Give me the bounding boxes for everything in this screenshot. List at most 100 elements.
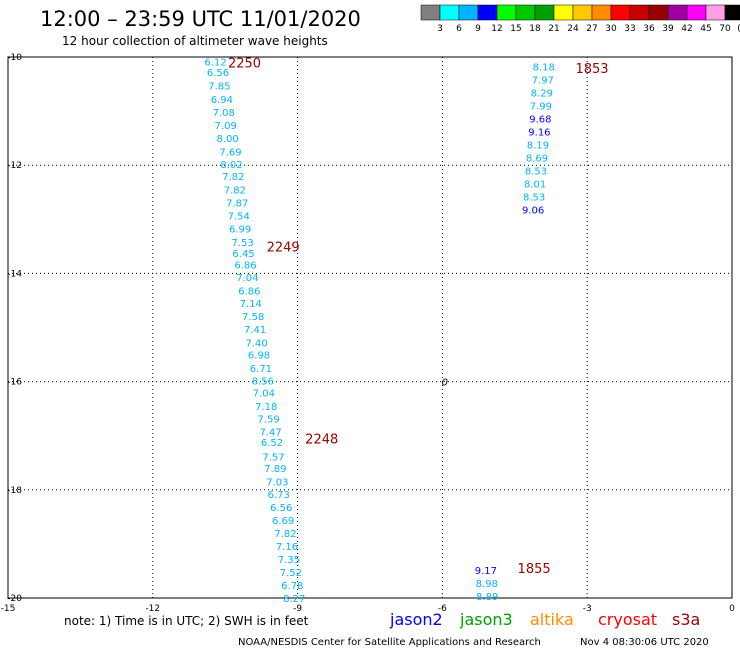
wave-height-value: 7.08 [213, 108, 235, 119]
wave-height-value: 7.18 [255, 402, 277, 413]
colorbar-label: 12 [491, 24, 502, 34]
pass-time-label: 1855 [518, 562, 551, 577]
wave-height-value: 7.87 [226, 199, 248, 210]
satellite-jason3: jason3 [459, 610, 513, 629]
wave-height-value: 7.53 [231, 238, 253, 249]
wave-height-value: 6.78 [281, 581, 303, 592]
satellite-s3a: s3a [672, 610, 700, 629]
colorbar-label: 21 [548, 24, 559, 34]
colorbar-swatch [705, 4, 726, 21]
wave-height-value: 6.98 [248, 351, 270, 362]
colorbar-swatch [439, 4, 460, 21]
wave-height-value: 7.99 [530, 102, 552, 113]
y-tick-label: -10 [7, 53, 22, 63]
wave-height-value: 7.82 [222, 172, 244, 183]
y-tick-label: -18 [7, 486, 22, 496]
colorbar-label: 27 [586, 24, 597, 34]
colorbar-swatch [686, 4, 707, 21]
y-tick-label: -16 [7, 378, 22, 388]
colorbar-label: 39 [662, 24, 674, 34]
wave-height-value: 7.85 [208, 82, 230, 93]
colorbar-swatch [553, 4, 574, 21]
wave-height-value: 6.86 [238, 287, 260, 298]
wave-height-value: 8.02 [220, 160, 242, 171]
wave-height-value: 7.59 [258, 414, 280, 425]
colorbar-swatch [629, 4, 650, 21]
wave-height-value: 6.56 [207, 68, 229, 79]
x-tick-label: -15 [1, 604, 16, 614]
colorbar-label: 33 [624, 24, 635, 34]
wave-height-value: 7.04 [253, 388, 275, 399]
pass-time-label: 2249 [267, 240, 300, 255]
wave-height-value: 7.47 [259, 427, 281, 438]
wave-height-value: 6.99 [229, 224, 251, 235]
y-tick-label: -14 [7, 269, 22, 279]
wave-height-value: 8.53 [523, 193, 545, 204]
wave-height-value: 7.40 [245, 339, 267, 350]
wave-height-value: 7.09 [215, 121, 237, 132]
wave-height-value: 9.68 [529, 115, 551, 126]
wave-height-value: 8.89 [476, 592, 498, 603]
colorbar-label: 3 [437, 24, 443, 34]
wave-height-value: 6.12 [204, 57, 226, 68]
wave-height-value: 8.29 [531, 89, 553, 100]
plot-annotation: 0 [442, 378, 448, 389]
wave-height-value: 8.00 [216, 134, 238, 145]
wave-height-value: 6.73 [268, 490, 290, 501]
pass-time-label: 2250 [228, 56, 261, 71]
footer: note: 1) Time is in UTC; 2) SWH is in fe… [64, 610, 709, 648]
colorbar-swatch [534, 4, 555, 21]
x-tick-label: -3 [583, 604, 592, 614]
wave-height-value: 7.58 [242, 312, 264, 323]
wave-height-value: 8.98 [476, 579, 498, 590]
wave-height-value: 7.97 [532, 76, 554, 87]
colorbar-swatch [724, 4, 740, 21]
wave-height-value: 7.41 [244, 325, 266, 336]
colorbar-label: 24 [567, 24, 579, 34]
x-tick-label: -12 [145, 604, 160, 614]
satellite-altika: altika [530, 610, 574, 629]
colorbar-swatch [496, 4, 517, 21]
footer-note: note: 1) Time is in UTC; 2) SWH is in fe… [64, 614, 309, 628]
wave-height-value: 8.56 [252, 377, 274, 388]
wave-height-value: 7.82 [224, 186, 246, 197]
satellite-jason2: jason2 [389, 610, 443, 629]
colorbar-label: (ft) [737, 24, 740, 34]
x-tick-label: 0 [729, 604, 735, 614]
wave-height-value: 8.27 [283, 594, 305, 605]
colorbar-label: 18 [529, 24, 541, 34]
wave-height-value: 7.69 [219, 148, 241, 159]
colorbar-label: 42 [681, 24, 692, 34]
wave-height-value: 6.94 [211, 95, 233, 106]
title-group: 12:00 – 23:59 UTC 11/01/2020 12 hour col… [40, 7, 361, 48]
wave-height-value: 7.03 [266, 478, 288, 489]
y-tick-label: -12 [7, 161, 22, 171]
satellite-legend: jason2 jason3 altika cryosat s3a [389, 610, 700, 629]
chart-title: 12:00 – 23:59 UTC 11/01/2020 [40, 7, 361, 31]
plot-frame [7, 56, 733, 599]
colorbar-label: 15 [510, 24, 521, 34]
wave-height-value: 9.16 [528, 128, 550, 139]
pass-time-label: 2248 [305, 432, 338, 447]
colorbar-swatch [572, 4, 593, 21]
colorbar-label: 30 [605, 24, 617, 34]
wave-height-value: 7.14 [240, 299, 262, 310]
colorbar-label: 36 [643, 24, 655, 34]
wave-height-value: 7.57 [262, 452, 284, 463]
colorbar-label: 45 [700, 24, 711, 34]
wave-height-value: 8.18 [533, 63, 555, 74]
colorbar-swatch [667, 4, 688, 21]
x-tick-label: -9 [293, 604, 302, 614]
satellite-cryosat: cryosat [598, 610, 657, 629]
x-tick-label: -6 [438, 604, 447, 614]
wave-height-value: 9.06 [522, 206, 544, 217]
y-tick-label: -20 [7, 594, 22, 604]
chart-subtitle: 12 hour collection of altimeter wave hei… [62, 34, 328, 48]
colorbar-swatch [648, 4, 669, 21]
colorbar-swatch [591, 4, 612, 21]
wave-height-value: 6.86 [234, 261, 256, 272]
colorbar-swatch [420, 4, 441, 21]
wave-height-value: 7.35 [278, 555, 300, 566]
